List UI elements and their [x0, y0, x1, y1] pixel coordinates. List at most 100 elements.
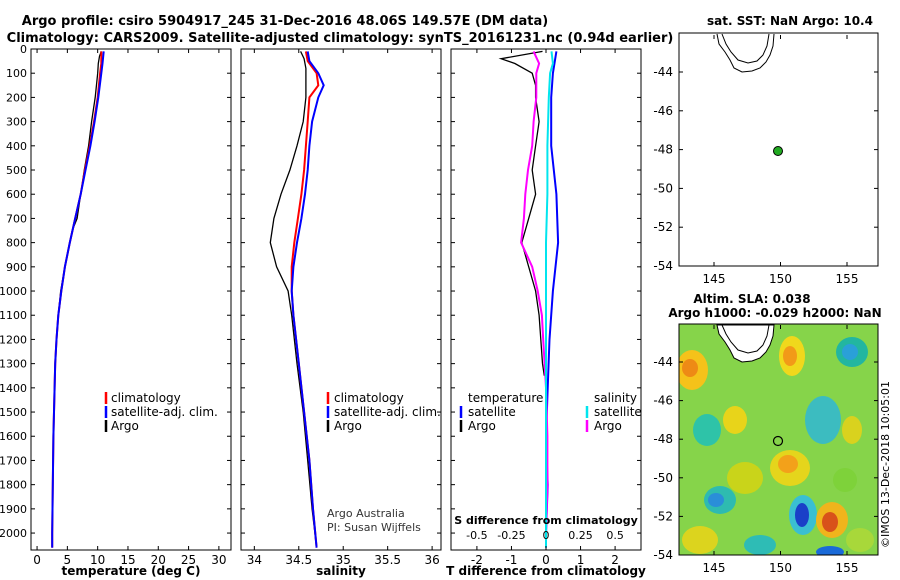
depth-tick-label: 400 [6, 140, 27, 153]
map-x-tick-label: 145 [703, 272, 726, 286]
x-tick-label: 10 [90, 553, 105, 567]
salinity-annotation: Argo Australia PI: Susan Wijffels [327, 507, 421, 534]
x-tick-label: 0 [542, 553, 550, 567]
depth-tick-label: 1800 [0, 479, 27, 492]
temperature-panel [30, 48, 232, 551]
figure-title-line1: Argo profile: csiro 5904917_245 31-Dec-2… [22, 14, 548, 29]
x-tick-label: -2 [471, 553, 483, 567]
depth-tick-label: 900 [6, 261, 27, 274]
map-x-tick-label: 155 [836, 561, 859, 575]
depth-tick-label: 200 [6, 91, 27, 104]
depth-tick-label: 1900 [0, 503, 27, 516]
temperature-legend-argo: Argo [111, 419, 139, 433]
difference-legend: temperature satellite Argo salinity sate… [459, 391, 642, 433]
legend-salinity-satellite: satellite [594, 405, 642, 419]
x-tick-label: -1 [505, 553, 517, 567]
difference-top-xlabel: S difference from climatology [454, 514, 638, 527]
legend-salinity-heading: salinity [594, 391, 637, 405]
map-y-tick-label: -46 [653, 104, 673, 118]
sst-map-axes: -44 -46 -48 -50 -52 -54 145 150 155 [653, 35, 878, 286]
map-y-tick-label: -48 [653, 143, 673, 157]
imos-watermark: ©IMOS 13-Dec-2018 10:05:01 [879, 381, 892, 548]
x-axes: 0 5 10 15 20 25 30 34 34.5 35 35.5 36 -2 -1 0 1 2 -0.5 -0.… [33, 49, 624, 567]
x-tick-label: 1 [577, 553, 585, 567]
sla-map-land [716, 324, 775, 363]
sst-map-title: sat. SST: NaN Argo: 10.4 [707, 14, 873, 28]
sla-map-coastline [721, 324, 770, 354]
depth-tick-label: 1300 [0, 358, 27, 371]
depth-tick-label: 1700 [0, 454, 27, 467]
sla-map-title-line1: Altim. SLA: 0.038 [693, 292, 810, 306]
sst-map-float-marker [773, 146, 783, 156]
series-line-satellite-adj-clim- [290, 51, 325, 548]
difference-plot [498, 50, 560, 548]
salinity-legend: climatology satellite-adj. clim. Argo [326, 391, 441, 433]
map-y-tick-label: -44 [653, 355, 673, 369]
map-x-tick-label: 150 [769, 561, 792, 575]
series-line-s-argo [520, 50, 549, 548]
salinity-legend-climatology: climatology [334, 391, 404, 405]
temperature-xlabel: temperature (deg C) [62, 564, 201, 578]
salinity-panel [240, 48, 442, 551]
temperature-legend: climatology satellite-adj. clim. Argo [104, 391, 218, 433]
salinity-plot [269, 51, 325, 548]
x-tick-label: 34 [247, 553, 262, 567]
map-y-tick-label: -54 [653, 548, 673, 562]
depth-tick-label: 500 [6, 164, 27, 177]
depth-tick-label: 1400 [0, 382, 27, 395]
map-y-tick-label: -50 [653, 181, 673, 195]
s-diff-tick-label: 0 [543, 529, 550, 542]
temperature-legend-climatology: climatology [111, 391, 181, 405]
series-line-t-argo [498, 50, 545, 376]
x-tick-label: 36 [424, 553, 439, 567]
map-y-tick-label: -46 [653, 394, 673, 408]
sla-map-title-line2: Argo h1000: -0.029 h2000: NaN [668, 306, 881, 320]
map-y-tick-label: -52 [653, 220, 673, 234]
x-tick-label: 35 [336, 553, 351, 567]
annotation-pi: PI: Susan Wijffels [327, 521, 421, 534]
map-y-tick-label: -44 [653, 65, 673, 79]
series-line-climatology [290, 51, 320, 548]
x-tick-label: 2 [611, 553, 619, 567]
map-x-tick-label: 150 [769, 272, 792, 286]
x-tick-label: 25 [181, 553, 196, 567]
figure-title-line2: Climatology: CARS2009. Satellite-adjuste… [7, 31, 674, 46]
series-line-s-satellite [545, 51, 554, 548]
difference-xlabel: T difference from climatology [446, 564, 646, 578]
depth-tick-label: 700 [6, 212, 27, 225]
s-diff-tick-label: -0.5 [466, 529, 487, 542]
sla-map-axes: -44 -46 -48 -50 -52 -54 145 150 155 [653, 325, 878, 575]
series-line-satellite-adj-clim- [51, 51, 105, 548]
salinity-xlabel: salinity [316, 564, 366, 578]
salinity-legend-satellite: satellite-adj. clim. [334, 405, 441, 419]
temperature-legend-satellite: satellite-adj. clim. [111, 405, 218, 419]
sst-map-coastline [716, 33, 775, 73]
sla-heatmap [679, 324, 878, 555]
map-y-tick-label: -48 [653, 432, 673, 446]
depth-tick-label: 1000 [0, 285, 27, 298]
legend-temperature-heading: temperature [468, 391, 543, 405]
map-x-tick-label: 145 [703, 561, 726, 575]
annotation-argo-australia: Argo Australia [327, 507, 405, 520]
depth-tick-label: 600 [6, 188, 27, 201]
depth-tick-label: 1500 [0, 406, 27, 419]
map-y-tick-label: -54 [653, 259, 673, 273]
depth-tick-label: 300 [6, 116, 27, 129]
legend-salinity-argo: Argo [594, 419, 622, 433]
s-diff-tick-label: -0.25 [497, 529, 525, 542]
x-tick-label: 30 [211, 553, 226, 567]
depth-tick-label: 100 [6, 67, 27, 80]
sla-map-float-marker [772, 435, 784, 447]
x-tick-label: 5 [64, 553, 72, 567]
map-x-tick-label: 155 [836, 272, 859, 286]
depth-tick-label: 800 [6, 237, 27, 250]
x-tick-label: 15 [120, 553, 135, 567]
temperature-plot [51, 51, 105, 548]
depth-tick-label: 1100 [0, 309, 27, 322]
depth-tick-label: 1200 [0, 333, 27, 346]
map-y-tick-label: -52 [653, 509, 673, 523]
salinity-legend-argo: Argo [334, 419, 362, 433]
depth-tick-label: 0 [20, 43, 27, 56]
x-tick-label: 34.5 [285, 553, 312, 567]
